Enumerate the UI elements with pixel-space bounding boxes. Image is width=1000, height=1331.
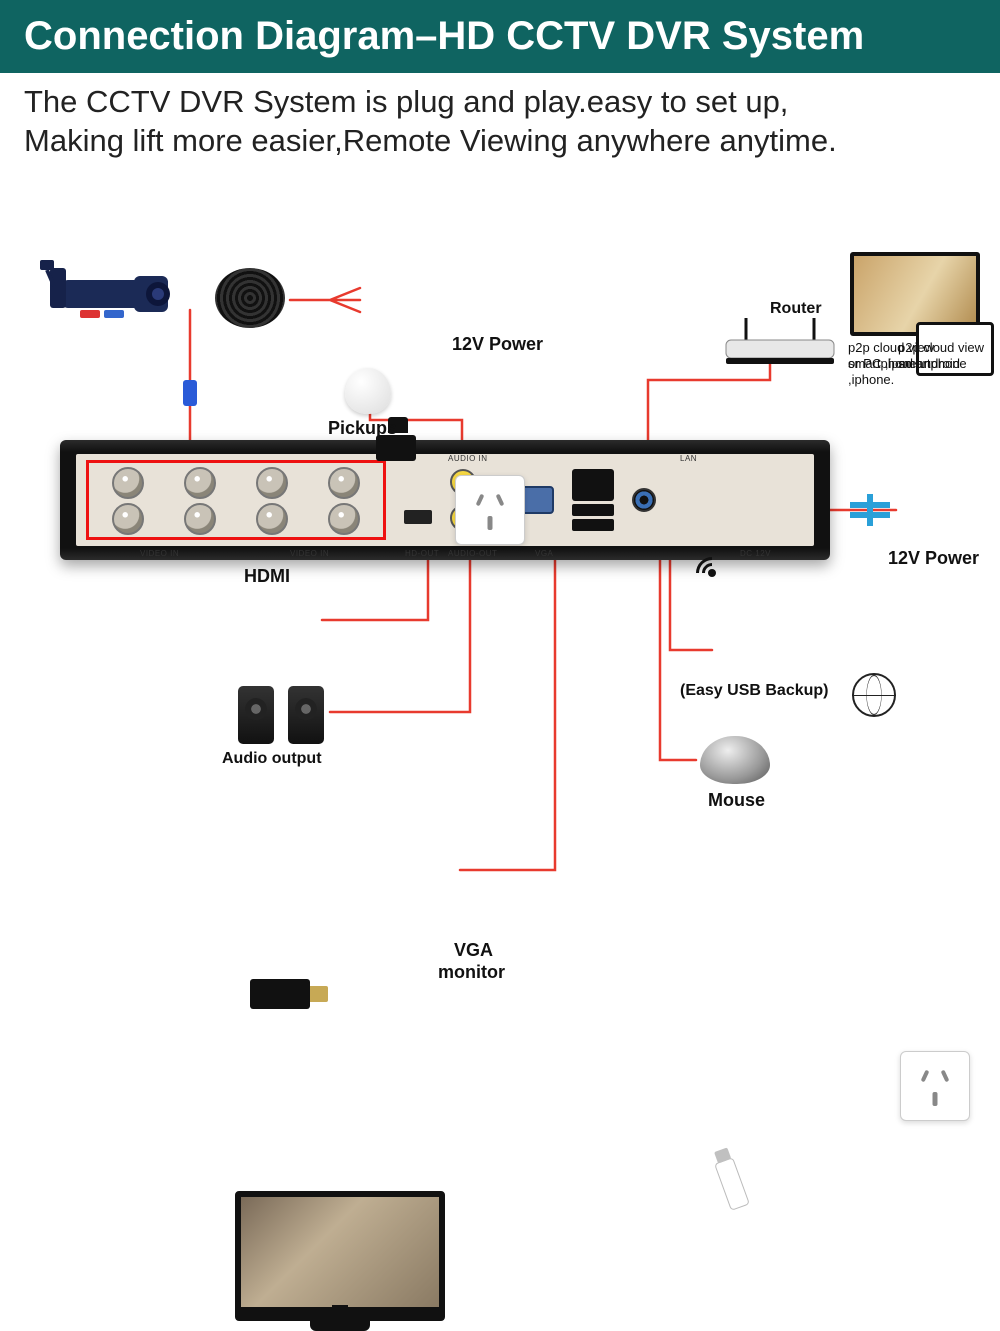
lan-port (572, 469, 614, 501)
lan-usb-stack (572, 469, 614, 531)
bnc-port (112, 467, 144, 499)
label-monitor: monitor (438, 962, 505, 983)
bnc-video-in-group (86, 460, 386, 540)
dc-12v-jack (632, 488, 656, 512)
port-label-audio-out: AUDIO-OUT (448, 549, 497, 558)
usb-flash-drive (714, 1157, 750, 1211)
port-label-hd-out: HD-OUT (405, 549, 439, 558)
bnc-port (184, 467, 216, 499)
vga-monitor (235, 1191, 445, 1321)
label-audio-output: Audio output (222, 750, 322, 768)
header: Connection Diagram–HD CCTV DVR System (0, 0, 1000, 73)
wall-outlet-top (455, 475, 525, 545)
label-pickups: Pickups (328, 418, 397, 439)
dvr-unit: VIDEO IN VIDEO IN AUDIO IN HD-OUT AUDIO-… (60, 440, 830, 560)
bnc-port (256, 503, 288, 535)
port-label-audio-in: AUDIO IN (448, 454, 488, 463)
dc-pass-symbol (848, 492, 892, 533)
usb-backup-port (572, 519, 614, 531)
hdmi-cable-plug (250, 979, 310, 1009)
label-12v-power-top: 12V Power (452, 334, 543, 355)
subtitle-line1: The CCTV DVR System is plug and play.eas… (24, 83, 976, 122)
camera-node (40, 258, 180, 328)
hdmi-port (404, 510, 432, 524)
bnc-port (328, 503, 360, 535)
label-router: Router (770, 300, 822, 318)
bnc-port (256, 467, 288, 499)
label-hdmi: HDMI (244, 566, 290, 587)
port-label-vga: VGA (535, 549, 553, 558)
usb-port (572, 504, 614, 516)
cable-coil (215, 268, 285, 328)
subtitle-line2: Making lift more easier,Remote Viewing a… (24, 122, 976, 161)
port-label-video-in: VIDEO IN (140, 549, 179, 558)
dvr-back-panel (76, 454, 814, 546)
label-vga: VGA (454, 940, 493, 961)
speaker-left (238, 686, 274, 744)
pickup-microphone (345, 368, 391, 414)
label-cloud-line1b: p2p cloud view smartphone (898, 340, 998, 371)
wifi-icon (692, 553, 732, 593)
bnc-port (112, 503, 144, 535)
globe-icon (852, 673, 896, 717)
label-mouse: Mouse (708, 790, 765, 811)
subtitle: The CCTV DVR System is plug and play.eas… (0, 73, 1000, 167)
port-label-dc12v: DC 12V (740, 549, 771, 558)
label-usb-backup: (Easy USB Backup) (680, 682, 829, 700)
router (720, 314, 840, 364)
label-12v-power-right: 12V Power (888, 548, 979, 569)
speakers (238, 686, 324, 744)
wall-outlet-right (900, 1051, 970, 1121)
speaker-right (288, 686, 324, 744)
mouse (700, 736, 770, 784)
port-label-lan: LAN (680, 454, 697, 463)
bnc-port (328, 467, 360, 499)
header-title: Connection Diagram–HD CCTV DVR System (24, 14, 864, 58)
bnc-port (184, 503, 216, 535)
port-label-video-in: VIDEO IN (290, 549, 329, 558)
